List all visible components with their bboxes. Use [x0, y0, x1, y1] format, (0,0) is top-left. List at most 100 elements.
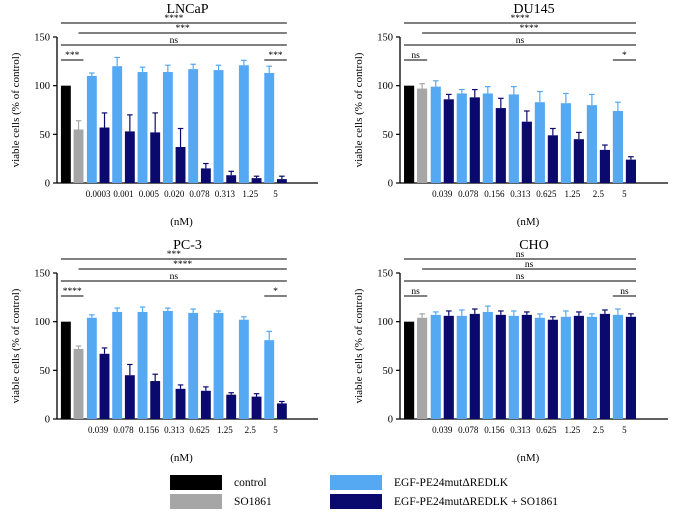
- chart2-x-tick-label-3: 0.313: [510, 189, 531, 199]
- chart3-bar-egf-so1861-0: [99, 353, 110, 419]
- chart4-x-tick-label-4: 0.625: [536, 425, 557, 435]
- chart3-sig-label-2: ns: [170, 272, 179, 282]
- chart4-y-axis-label: viable cells (% of control): [353, 288, 365, 403]
- chart4-y-tick-label-0: 0: [388, 415, 393, 426]
- chart3-bar-egf-3: [162, 310, 173, 419]
- chart1-y-tick-label-100: 100: [34, 81, 50, 92]
- chart1-bar-egf-6: [238, 65, 249, 183]
- chart3-sig-label-4: *: [273, 287, 278, 297]
- chart4-y-tick-label-100: 100: [377, 317, 393, 328]
- chart2-bar-egf-1: [456, 93, 467, 183]
- legend-item-egf: EGF-PE24mutΔREDLK: [330, 475, 508, 490]
- chart3-y-tick-label-50: 50: [40, 366, 51, 377]
- chart4-bar-egf-so1861-7: [625, 316, 636, 419]
- chart4-bar-egf-0: [430, 314, 441, 419]
- chart4-x-tick-label-6: 2.5: [593, 425, 605, 435]
- chart3-y-tick-label-0: 0: [45, 415, 50, 426]
- chart3-bar-egf-so1861-7: [276, 403, 287, 419]
- chart4-sig-label-4: ns: [620, 287, 629, 297]
- chart2-bar-egf-4: [534, 102, 545, 183]
- chart1-bar-egf-so1861-7: [276, 179, 287, 183]
- chart3-bar-egf-5: [213, 312, 224, 419]
- chart3-x-tick-label-2: 0.156: [139, 425, 160, 435]
- chart3-title: PC-3: [173, 238, 202, 253]
- chart3-x-tick-label-7: 5: [273, 425, 278, 435]
- chart2-y-tick-label-0: 0: [388, 179, 393, 190]
- legend-label-egf: EGF-PE24mutΔREDLK: [394, 476, 509, 489]
- chart1-bar-control: [60, 85, 71, 183]
- chart3-bar-control: [60, 321, 71, 419]
- chart3-x-axis-label: (nM): [170, 452, 193, 464]
- chart3-sig-label-1: ****: [173, 260, 192, 270]
- chart2-title: DU145: [513, 2, 554, 17]
- legend-label-control: control: [234, 476, 267, 489]
- legend-item-egf-so1861: EGF-PE24mutΔREDLK + SO1861: [330, 494, 558, 509]
- chart2-sig-label-1: ****: [520, 24, 539, 34]
- chart4-bar-egf-so1861-0: [443, 315, 454, 419]
- chart2-x-tick-label-4: 0.625: [536, 189, 557, 199]
- chart1-sig-label-4: ***: [268, 51, 283, 61]
- chart1-sig-label-1: ***: [176, 24, 191, 34]
- chart3-bar-egf-6: [238, 319, 249, 419]
- chart1-x-tick-label-6: 1.25: [242, 189, 258, 199]
- chart4-bar-egf-4: [534, 317, 545, 419]
- chart4-sig-label-3: ns: [411, 287, 420, 297]
- chart3-y-tick-label-100: 100: [34, 317, 50, 328]
- chart2-bar-egf-so1861-7: [625, 159, 636, 183]
- chart4-bar-egf-5: [560, 316, 571, 419]
- chart4-bar-egf-so1861-3: [521, 314, 532, 419]
- chart3-sig-label-3: ****: [63, 287, 82, 297]
- chart2-bar-egf-3: [508, 94, 519, 183]
- chart4-x-tick-label-2: 0.156: [484, 425, 505, 435]
- chart3-x-tick-label-6: 2.5: [245, 425, 257, 435]
- legend-swatch-so1861: [170, 494, 222, 509]
- legend-swatch-egf-so1861: [330, 494, 382, 509]
- chart3-bar-egf-0: [86, 317, 97, 419]
- chart4-bar-egf-2: [482, 311, 493, 419]
- chart1-bar-egf-4: [188, 69, 199, 183]
- chart1-sig-label-3: ***: [65, 51, 80, 61]
- chart3-bar-so1861: [73, 348, 84, 419]
- chart4-title: CHO: [519, 238, 549, 253]
- chart2-bar-egf-so1861-0: [443, 99, 454, 183]
- chart2-bar-egf-so1861-3: [521, 121, 532, 183]
- chart2-bar-control: [404, 85, 415, 183]
- chart4-bar-egf-so1861-1: [469, 313, 480, 419]
- legend-label-egf-so1861: EGF-PE24mutΔREDLK + SO1861: [394, 495, 559, 508]
- chart4-bar-egf-1: [456, 315, 467, 419]
- chart1-bar-egf-so1861-4: [200, 168, 211, 183]
- chart2-bar-egf-6: [586, 105, 597, 183]
- chart1-y-tick-label-50: 50: [40, 130, 51, 141]
- chart1-x-tick-label-5: 0.313: [215, 189, 236, 199]
- chart2-bar-egf-so1861-2: [495, 108, 506, 183]
- chart2-x-tick-label-1: 0.078: [458, 189, 479, 199]
- chart4-x-tick-label-3: 0.313: [510, 425, 531, 435]
- legend-swatch-control: [170, 475, 222, 490]
- chart4-y-tick-label-50: 50: [383, 366, 394, 377]
- legend-item-control: control: [170, 475, 267, 490]
- chart1-y-tick-label-0: 0: [45, 179, 50, 190]
- chart1-bar-egf-5: [213, 70, 224, 183]
- chart1-x-tick-label-2: 0.005: [139, 189, 160, 199]
- chart4-x-tick-label-0: 0.039: [432, 425, 453, 435]
- chart2-bar-so1861: [417, 88, 428, 183]
- chart4-bar-egf-so1861-4: [547, 319, 558, 419]
- chart3-bar-egf-so1861-2: [150, 381, 161, 419]
- chart1-bar-egf-1: [112, 66, 123, 183]
- chart2-x-tick-label-7: 5: [622, 189, 627, 199]
- chart4-x-tick-label-7: 5: [622, 425, 627, 435]
- chart3-y-tick-label-150: 150: [34, 269, 50, 280]
- chart4-bar-so1861: [417, 317, 428, 419]
- chart3-bar-egf-4: [188, 312, 199, 419]
- chart2-bar-egf-so1861-5: [573, 139, 584, 183]
- chart1-bar-egf-so1861-5: [226, 175, 237, 183]
- chart1-x-tick-label-7: 5: [273, 189, 278, 199]
- chart2-y-tick-label-150: 150: [377, 33, 393, 44]
- chart1-sig-label-2: ns: [170, 36, 179, 46]
- chart3-bar-egf-so1861-6: [251, 396, 262, 419]
- chart3-bar-egf-1: [112, 311, 123, 419]
- chart3-bar-egf-so1861-3: [175, 388, 186, 419]
- chart3-bar-egf-so1861-4: [200, 390, 211, 419]
- chart4-y-tick-label-150: 150: [377, 269, 393, 280]
